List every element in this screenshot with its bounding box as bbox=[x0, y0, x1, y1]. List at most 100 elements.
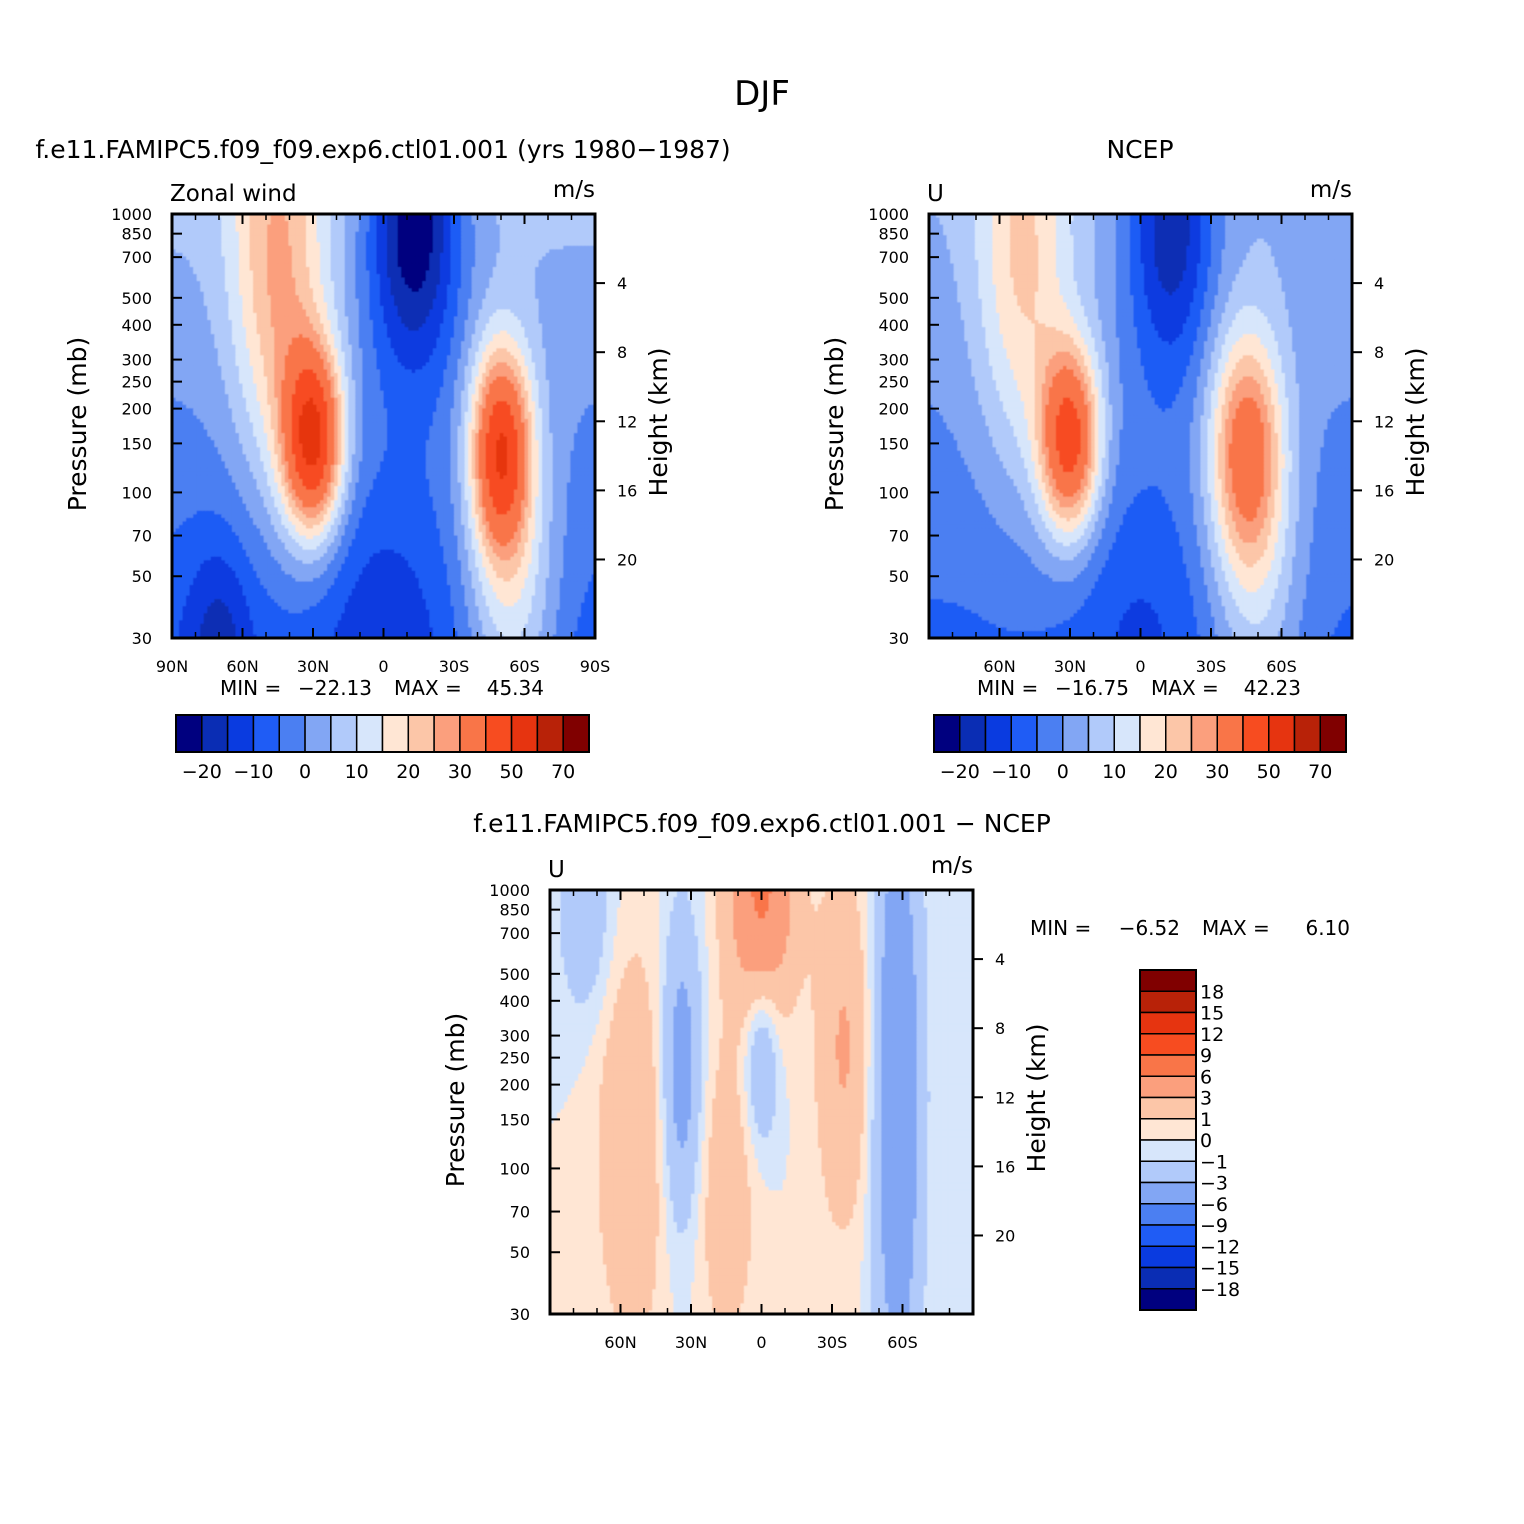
heatmap-cell bbox=[584, 252, 589, 257]
heatmap-cell bbox=[401, 224, 406, 229]
heatmap-cell bbox=[528, 274, 533, 279]
heatmap-cell bbox=[210, 235, 215, 240]
heatmap-cell bbox=[436, 249, 441, 254]
heatmap-cell bbox=[556, 224, 561, 229]
heatmap-cell bbox=[556, 344, 561, 349]
heatmap-cell bbox=[323, 221, 328, 226]
heatmap-cell bbox=[517, 312, 522, 318]
heatmap-cell bbox=[379, 291, 385, 296]
heatmap-cell bbox=[274, 305, 279, 310]
heatmap-cell bbox=[506, 217, 512, 222]
heatmap-cell bbox=[457, 323, 462, 328]
heatmap-cell bbox=[277, 302, 282, 307]
heatmap-cell bbox=[182, 330, 187, 335]
heatmap-cell bbox=[253, 284, 258, 289]
heatmap-cell bbox=[281, 323, 286, 328]
heatmap-cell bbox=[556, 214, 561, 219]
heatmap-cell bbox=[432, 224, 437, 229]
heatmap-cell bbox=[355, 312, 360, 318]
heatmap-cell bbox=[591, 337, 595, 342]
heatmap-cell bbox=[305, 249, 311, 254]
heatmap-cell bbox=[418, 305, 423, 310]
heatmap-cell bbox=[566, 245, 571, 250]
heatmap-cell bbox=[517, 316, 522, 321]
heatmap-cell bbox=[235, 358, 240, 363]
heatmap-cell bbox=[351, 231, 356, 236]
heatmap-cell bbox=[471, 298, 476, 303]
heatmap-cell bbox=[429, 270, 434, 275]
heatmap-cell bbox=[330, 330, 335, 335]
heatmap-cell bbox=[249, 214, 254, 219]
heatmap-cell bbox=[496, 312, 501, 318]
heatmap-cell bbox=[584, 238, 589, 243]
heatmap-cell bbox=[418, 242, 423, 247]
heatmap-cell bbox=[517, 295, 522, 300]
heatmap-cell bbox=[461, 348, 466, 353]
heatmap-cell bbox=[351, 351, 356, 356]
heatmap-cell bbox=[513, 344, 519, 349]
heatmap-cell bbox=[524, 224, 529, 229]
heatmap-cell bbox=[323, 259, 328, 265]
heatmap-cell bbox=[587, 228, 593, 233]
heatmap-cell bbox=[281, 309, 286, 314]
heatmap-cell bbox=[316, 284, 321, 289]
heatmap-cell bbox=[207, 221, 212, 226]
heatmap-cell bbox=[503, 249, 508, 254]
heatmap-cell bbox=[439, 320, 445, 325]
heatmap-cell bbox=[390, 348, 395, 353]
heatmap-cell bbox=[369, 281, 374, 286]
heatmap-cell bbox=[552, 256, 557, 261]
heatmap-cell bbox=[401, 355, 406, 360]
heatmap-cell bbox=[418, 217, 423, 222]
heatmap-cell bbox=[496, 334, 501, 339]
heatmap-cell bbox=[545, 245, 550, 250]
heatmap-cell bbox=[485, 327, 490, 332]
heatmap-cell bbox=[496, 267, 501, 272]
heatmap-cell bbox=[587, 252, 593, 257]
heatmap-cell bbox=[189, 274, 194, 279]
heatmap-cell bbox=[482, 249, 487, 254]
heatmap-cell bbox=[577, 252, 582, 257]
heatmap-cell bbox=[454, 316, 459, 321]
heatmap-cell bbox=[538, 224, 543, 229]
heatmap-cell bbox=[242, 284, 247, 289]
heatmap-cell bbox=[471, 263, 476, 268]
heatmap-cell bbox=[309, 284, 314, 289]
heatmap-cell bbox=[513, 288, 519, 293]
heatmap-cell bbox=[439, 270, 445, 275]
heatmap-cell bbox=[316, 270, 321, 275]
heatmap-cell bbox=[217, 358, 222, 363]
heatmap-cell bbox=[196, 238, 201, 243]
heatmap-cell bbox=[573, 284, 578, 289]
heatmap-cell bbox=[302, 323, 307, 328]
heatmap-cell bbox=[281, 274, 286, 279]
heatmap-cell bbox=[196, 341, 201, 346]
heatmap-cell bbox=[387, 312, 392, 318]
heatmap-cell bbox=[549, 323, 554, 328]
heatmap-cell bbox=[334, 334, 339, 339]
heatmap-cell bbox=[559, 288, 564, 293]
heatmap-cell bbox=[397, 274, 402, 279]
heatmap-cell bbox=[179, 309, 184, 314]
heatmap-cell bbox=[390, 351, 395, 356]
heatmap-cell bbox=[545, 323, 550, 328]
heatmap-cell bbox=[535, 231, 540, 236]
heatmap-cell bbox=[528, 316, 533, 321]
heatmap-cell bbox=[390, 238, 395, 243]
heatmap-cell bbox=[203, 245, 208, 250]
heatmap-cell bbox=[242, 281, 247, 286]
heatmap-cell bbox=[528, 284, 533, 289]
heatmap-cell bbox=[524, 252, 529, 257]
heatmap-cell bbox=[489, 256, 494, 261]
heatmap-cell bbox=[538, 348, 543, 353]
heatmap-cell bbox=[288, 281, 293, 286]
heatmap-cell bbox=[397, 288, 402, 293]
heatmap-cell bbox=[566, 330, 571, 335]
heatmap-cell bbox=[563, 323, 568, 328]
heatmap-cell bbox=[538, 341, 543, 346]
heatmap-cell bbox=[577, 245, 582, 250]
heatmap-cell bbox=[242, 263, 247, 268]
heatmap-cell bbox=[249, 249, 254, 254]
heatmap-cell bbox=[298, 348, 304, 353]
heatmap-cell bbox=[485, 242, 490, 247]
